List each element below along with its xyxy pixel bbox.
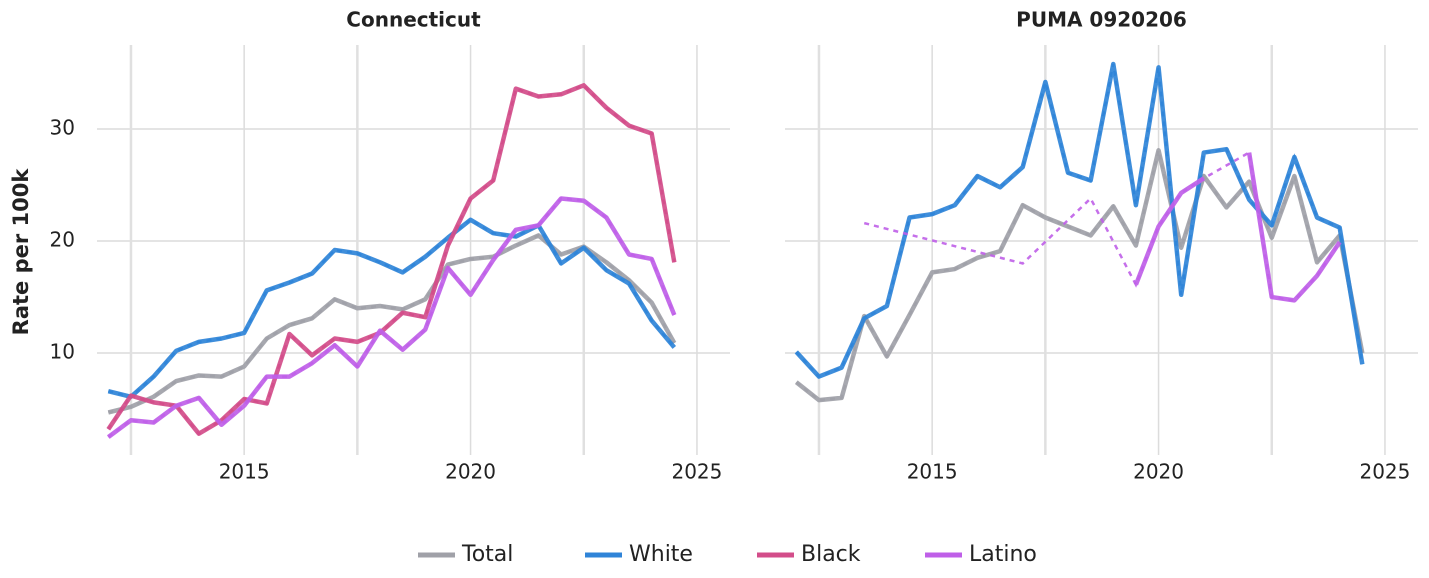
legend-label: Black (801, 542, 861, 567)
x-tick-label: 2025 (1359, 460, 1410, 484)
panel-title: Connecticut (346, 8, 481, 32)
x-tick-label: 2025 (671, 460, 722, 484)
y-axis-label: Rate per 100k (9, 168, 33, 336)
line (794, 148, 1365, 403)
line (106, 83, 677, 436)
legend-label: Latino (969, 542, 1037, 567)
gap-line (107, 83, 676, 436)
line (794, 61, 1365, 379)
line (106, 196, 677, 439)
y-tick-label: 20 (50, 228, 75, 252)
x-tick-label: 2020 (445, 460, 496, 484)
legend-label: Total (461, 542, 513, 567)
gap-line (795, 150, 1364, 402)
y-tick-label: 30 (50, 116, 75, 140)
x-tick-label: 2015 (907, 460, 958, 484)
x-tick-label: 2015 (219, 460, 270, 484)
x-tick-label: 2020 (1133, 460, 1184, 484)
line (107, 217, 677, 399)
y-tick-label: 10 (50, 340, 75, 364)
panel-title: PUMA 0920206 (1016, 8, 1187, 32)
line (1133, 152, 1342, 303)
legend-label: White (629, 542, 693, 567)
